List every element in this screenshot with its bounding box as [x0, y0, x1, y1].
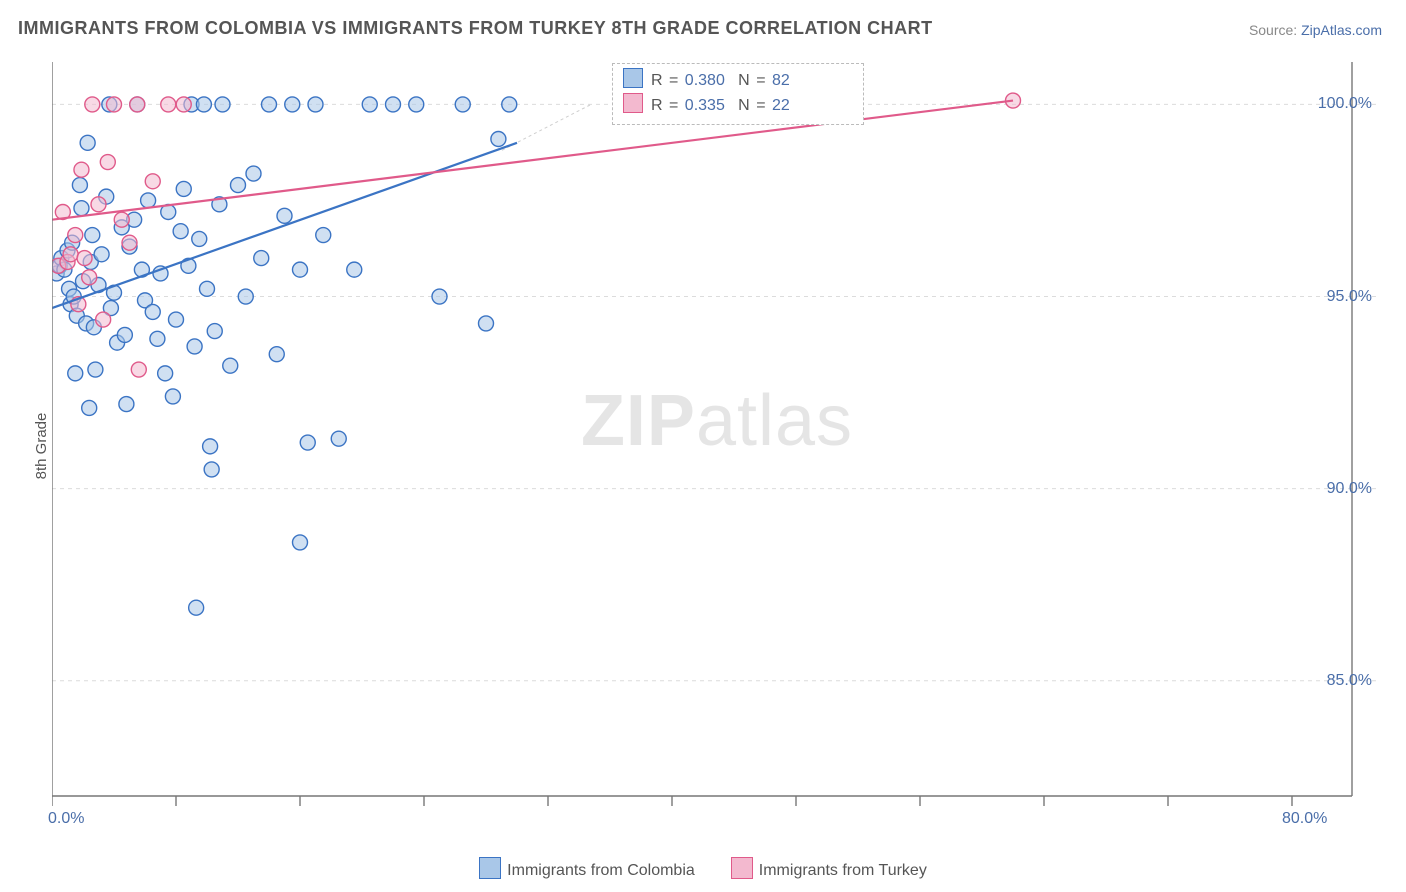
- y-axis-label: 8th Grade: [33, 413, 50, 480]
- turkey-point: [63, 247, 78, 262]
- colombia-point: [432, 289, 447, 304]
- colombia-point: [308, 97, 323, 112]
- colombia-point: [145, 304, 160, 319]
- colombia-point: [293, 262, 308, 277]
- colombia-point: [176, 181, 191, 196]
- x-axis-min-label: 0.0%: [48, 810, 84, 828]
- colombia-point: [204, 462, 219, 477]
- colombia-point: [68, 366, 83, 381]
- colombia-point: [455, 97, 470, 112]
- legend-item: Immigrants from Turkey: [731, 862, 927, 879]
- legend-swatch-icon: [479, 857, 501, 879]
- colombia-point: [85, 228, 100, 243]
- colombia-point: [269, 347, 284, 362]
- colombia-point: [80, 135, 95, 150]
- turkey-point: [96, 312, 111, 327]
- colombia-point: [409, 97, 424, 112]
- chart-title: IMMIGRANTS FROM COLOMBIA VS IMMIGRANTS F…: [18, 18, 933, 39]
- colombia-point: [192, 231, 207, 246]
- colombia-point: [82, 400, 97, 415]
- correlation-stats-box: R = 0.380 N = 82R = 0.335 N = 22: [612, 63, 864, 125]
- colombia-point: [347, 262, 362, 277]
- turkey-trendline: [52, 101, 1013, 220]
- turkey-point: [77, 251, 92, 266]
- turkey-point: [91, 197, 106, 212]
- scatter-chart: [52, 56, 1382, 816]
- colombia-point: [316, 228, 331, 243]
- colombia-point: [362, 97, 377, 112]
- colombia-point: [203, 439, 218, 454]
- colombia-point: [285, 97, 300, 112]
- colombia-point: [88, 362, 103, 377]
- bottom-legend: Immigrants from Colombia Immigrants from …: [0, 857, 1406, 880]
- colombia-point: [158, 366, 173, 381]
- turkey-point: [145, 174, 160, 189]
- colombia-point: [207, 324, 222, 339]
- colombia-point: [117, 327, 132, 342]
- source-link[interactable]: ZipAtlas.com: [1301, 22, 1382, 38]
- turkey-point: [131, 362, 146, 377]
- source-prefix: Source:: [1249, 22, 1301, 38]
- colombia-point: [277, 208, 292, 223]
- stats-row: R = 0.335 N = 22: [623, 93, 853, 118]
- stats-row: R = 0.380 N = 82: [623, 68, 853, 93]
- y-tick-label: 90.0%: [1327, 480, 1372, 498]
- colombia-point: [200, 281, 215, 296]
- legend-swatch-icon: [731, 857, 753, 879]
- chart-area: ZIPatlas R = 0.380 N = 82R = 0.335 N = 2…: [52, 56, 1382, 816]
- y-tick-label: 95.0%: [1327, 288, 1372, 306]
- turkey-point: [68, 228, 83, 243]
- colombia-point: [231, 178, 246, 193]
- colombia-point: [74, 201, 89, 216]
- colombia-point: [386, 97, 401, 112]
- chart-source: Source: ZipAtlas.com: [1249, 22, 1382, 38]
- colombia-point: [300, 435, 315, 450]
- colombia-point: [94, 247, 109, 262]
- legend-item: Immigrants from Colombia: [479, 862, 695, 879]
- colombia-point: [189, 600, 204, 615]
- turkey-point: [100, 155, 115, 170]
- legend-swatch-icon: [623, 93, 643, 113]
- colombia-point: [196, 97, 211, 112]
- colombia-point: [238, 289, 253, 304]
- legend-swatch-icon: [623, 68, 643, 88]
- colombia-point: [502, 97, 517, 112]
- turkey-point: [85, 97, 100, 112]
- colombia-point: [150, 331, 165, 346]
- turkey-point: [107, 97, 122, 112]
- colombia-point: [491, 132, 506, 147]
- colombia-point: [331, 431, 346, 446]
- colombia-point: [173, 224, 188, 239]
- colombia-point: [169, 312, 184, 327]
- turkey-point: [161, 97, 176, 112]
- turkey-point: [130, 97, 145, 112]
- y-tick-label: 85.0%: [1327, 672, 1372, 690]
- y-tick-label: 100.0%: [1318, 95, 1372, 113]
- colombia-point: [187, 339, 202, 354]
- colombia-point: [246, 166, 261, 181]
- colombia-point: [293, 535, 308, 550]
- colombia-point: [215, 97, 230, 112]
- turkey-point: [82, 270, 97, 285]
- turkey-point: [176, 97, 191, 112]
- x-axis-max-label: 80.0%: [1282, 810, 1327, 828]
- turkey-point: [122, 235, 137, 250]
- colombia-point: [72, 178, 87, 193]
- colombia-point: [141, 193, 156, 208]
- colombia-point: [165, 389, 180, 404]
- turkey-point: [114, 212, 129, 227]
- colombia-point: [119, 397, 134, 412]
- colombia-point: [262, 97, 277, 112]
- turkey-point: [74, 162, 89, 177]
- colombia-point: [479, 316, 494, 331]
- colombia-point: [223, 358, 238, 373]
- colombia-point: [254, 251, 269, 266]
